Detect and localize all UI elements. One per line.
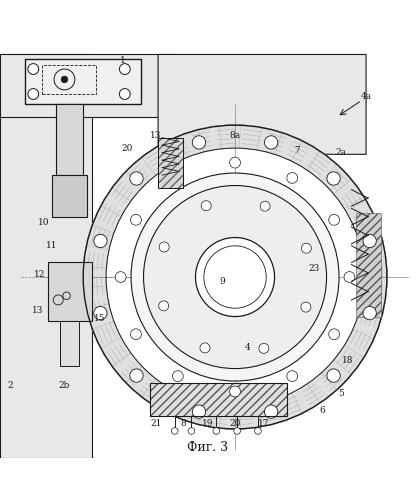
Circle shape bbox=[172, 370, 183, 382]
Circle shape bbox=[94, 306, 107, 320]
Text: 11: 11 bbox=[46, 242, 58, 250]
Text: 20: 20 bbox=[121, 144, 133, 152]
Text: 17: 17 bbox=[258, 419, 270, 428]
Text: 10: 10 bbox=[38, 218, 50, 228]
Circle shape bbox=[260, 201, 270, 211]
Text: 1: 1 bbox=[120, 56, 126, 65]
Bar bbox=[52, 175, 87, 216]
Circle shape bbox=[301, 302, 311, 312]
Circle shape bbox=[131, 214, 141, 225]
Bar bbox=[150, 383, 287, 416]
Text: 9: 9 bbox=[220, 276, 225, 285]
Circle shape bbox=[230, 386, 240, 397]
Bar bbox=[158, 138, 183, 188]
Circle shape bbox=[83, 125, 387, 429]
Circle shape bbox=[196, 238, 275, 316]
Text: 7: 7 bbox=[295, 146, 300, 154]
Text: 4: 4 bbox=[245, 344, 250, 352]
Bar bbox=[356, 212, 381, 316]
Circle shape bbox=[287, 172, 297, 184]
Bar bbox=[0, 54, 92, 458]
Text: 2b: 2b bbox=[59, 380, 70, 390]
Circle shape bbox=[144, 186, 327, 368]
Circle shape bbox=[344, 272, 355, 282]
Circle shape bbox=[265, 405, 278, 418]
Text: 13: 13 bbox=[150, 131, 162, 140]
Circle shape bbox=[200, 343, 210, 353]
Circle shape bbox=[130, 369, 143, 382]
Circle shape bbox=[28, 64, 39, 74]
Circle shape bbox=[255, 428, 261, 434]
Circle shape bbox=[94, 234, 107, 248]
Circle shape bbox=[130, 172, 143, 185]
Circle shape bbox=[172, 172, 183, 184]
Circle shape bbox=[259, 344, 269, 353]
Bar bbox=[25, 58, 141, 104]
Circle shape bbox=[329, 214, 339, 225]
Text: Фиг. 3: Фиг. 3 bbox=[188, 441, 228, 454]
Text: 18: 18 bbox=[342, 356, 353, 364]
Circle shape bbox=[119, 88, 130, 100]
Bar bbox=[60, 320, 79, 366]
Bar bbox=[158, 138, 183, 188]
Bar bbox=[42, 65, 96, 94]
Text: 23: 23 bbox=[308, 264, 320, 273]
Text: 6: 6 bbox=[319, 406, 325, 414]
Circle shape bbox=[159, 242, 169, 252]
Text: 2a: 2a bbox=[336, 148, 347, 156]
Circle shape bbox=[192, 136, 206, 149]
Circle shape bbox=[363, 234, 376, 248]
Bar bbox=[56, 104, 83, 175]
Text: 12: 12 bbox=[34, 270, 45, 280]
Text: 8a: 8a bbox=[230, 131, 240, 140]
Circle shape bbox=[192, 405, 206, 418]
Text: 19: 19 bbox=[202, 419, 214, 428]
Circle shape bbox=[131, 329, 141, 340]
Text: 15: 15 bbox=[94, 314, 106, 323]
Circle shape bbox=[265, 136, 278, 149]
Text: 5: 5 bbox=[338, 389, 344, 398]
Circle shape bbox=[327, 172, 340, 185]
Bar bbox=[150, 383, 287, 416]
Circle shape bbox=[287, 370, 297, 382]
Text: 4a: 4a bbox=[361, 92, 371, 100]
Circle shape bbox=[201, 200, 211, 210]
Text: 13: 13 bbox=[32, 306, 43, 315]
Circle shape bbox=[171, 428, 178, 434]
Bar bbox=[0, 54, 175, 117]
Circle shape bbox=[329, 329, 339, 340]
Circle shape bbox=[234, 428, 240, 434]
Circle shape bbox=[327, 369, 340, 382]
Text: 2: 2 bbox=[7, 380, 13, 390]
Circle shape bbox=[61, 76, 68, 83]
Circle shape bbox=[28, 88, 39, 100]
Circle shape bbox=[158, 301, 168, 311]
Circle shape bbox=[115, 272, 126, 282]
Circle shape bbox=[119, 64, 130, 74]
Text: 20: 20 bbox=[229, 419, 241, 428]
Circle shape bbox=[363, 306, 376, 320]
Circle shape bbox=[302, 243, 312, 253]
Circle shape bbox=[131, 173, 339, 381]
Circle shape bbox=[230, 157, 240, 168]
Polygon shape bbox=[158, 54, 366, 162]
Bar bbox=[48, 262, 92, 320]
Text: 21: 21 bbox=[150, 419, 162, 428]
Text: 8: 8 bbox=[180, 419, 186, 428]
Circle shape bbox=[188, 428, 195, 434]
Circle shape bbox=[213, 428, 220, 434]
